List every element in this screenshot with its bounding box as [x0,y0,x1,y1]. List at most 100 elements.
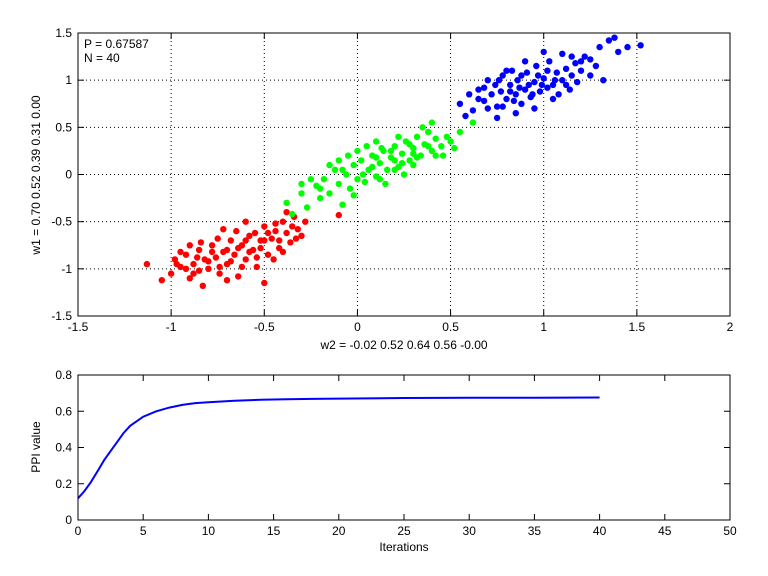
scatter-point [438,143,445,150]
scatter-point [326,161,333,169]
scatter-points [143,34,644,289]
line-x-axis-label: Iterations [379,540,428,554]
scatter-point [456,128,464,136]
scatter-point [512,110,519,117]
scatter-point [335,180,342,188]
scatter-point [283,229,290,237]
scatter-point [484,77,491,84]
scatter-point [317,185,324,192]
scatter-point [354,147,361,155]
scatter-point [197,239,205,246]
scatter-point [177,248,184,256]
scatter-point [475,86,482,93]
line-ticks: 0 5 10 15 20 25 30 35 40 45 50 0 0.2 0.4 0.6 0.8 [55,368,737,538]
scatter-point [451,144,458,152]
scatter-point [484,105,491,112]
line-y-tick-label: 0.2 [55,477,72,491]
scatter-point [566,86,573,93]
scatter-point [493,103,501,110]
scatter-y-axis-label: w1 = 0.70 0.52 0.39 0.31 0.00 [29,95,43,255]
scatter-point [466,91,473,98]
scatter-point [369,163,376,171]
scatter-point [199,282,206,289]
scatter-point [261,223,268,230]
scatter-point [475,95,482,103]
scatter-point [251,229,259,237]
scatter-point [508,67,516,74]
scatter-point [493,114,501,122]
scatter-point [387,147,395,155]
line-x-tick-label: 15 [267,524,281,538]
scatter-point [261,237,268,244]
scatter-point [253,254,260,261]
scatter-point [143,260,151,268]
scatter-point [432,135,439,142]
line-x-tick-label: 45 [658,524,672,538]
scatter-point [167,270,175,277]
scatter-point [562,81,570,89]
scatter-point [605,37,613,44]
scatter-point [372,154,380,161]
scatter-point [529,91,536,98]
scatter-x-tick-label: 2 [727,320,734,334]
scatter-point [577,67,585,74]
scatter-point [534,72,542,79]
scatter-point [257,244,264,252]
scatter-point [507,81,514,89]
scatter-y-tick-label: -1.5 [51,309,72,323]
scatter-point [298,190,305,197]
scatter-point [350,161,357,169]
scatter-point [546,58,553,65]
line-x-tick-label: 50 [723,524,737,538]
line-y-axis-label: PPI value [29,421,43,473]
scatter-point [516,84,523,91]
scatter-plot: -1.5 -1 -0.5 0 0.5 1 1.5 2 -1.5 -1 -0.5 0 0.5 1 1.5 P … [29,26,734,352]
scatter-point [270,256,277,263]
scatter-point [216,270,223,277]
scatter-point [410,150,417,157]
scatter-x-tick-label: 0 [354,320,361,334]
scatter-point [384,166,391,173]
scatter-point [577,58,585,65]
scatter-point [289,210,296,218]
scatter-point [182,265,190,272]
scatter-point [372,138,380,145]
scatter-point [186,275,193,282]
scatter-point [425,128,432,136]
scatter-point [326,190,333,197]
line-x-tick-label: 35 [528,524,542,538]
scatter-point [376,176,383,183]
scatter-point [298,180,305,188]
line-x-tick-label: 25 [397,524,411,538]
scatter-point [531,105,538,112]
scatter-point [194,254,201,261]
scatter-point [398,160,406,167]
scatter-point [354,176,361,183]
scatter-point [512,91,519,98]
scatter-point [212,254,220,261]
scatter-point [428,147,436,155]
scatter-point [536,88,544,95]
scatter-point [242,218,249,225]
scatter-point [544,84,551,91]
scatter-point [428,119,436,126]
scatter-point [216,263,223,271]
line-y-tick-label: 0.4 [55,441,72,455]
scatter-point [568,53,575,60]
scatter-point [335,157,342,164]
scatter-point [302,218,309,225]
scatter-point [231,251,238,258]
scatter-point [289,223,296,230]
scatter-point [344,152,352,159]
scatter-point [208,248,216,256]
scatter-point [503,95,510,103]
scatter-point [533,62,540,70]
scatter-point [214,235,221,242]
line-y-tick-label: 0 [65,513,72,527]
scatter-y-tick-label: 0 [65,168,72,182]
scatter-point [195,246,203,254]
scatter-point [413,133,421,140]
scatter-point [559,50,566,57]
scatter-point [292,235,300,242]
scatter-point [317,194,324,202]
